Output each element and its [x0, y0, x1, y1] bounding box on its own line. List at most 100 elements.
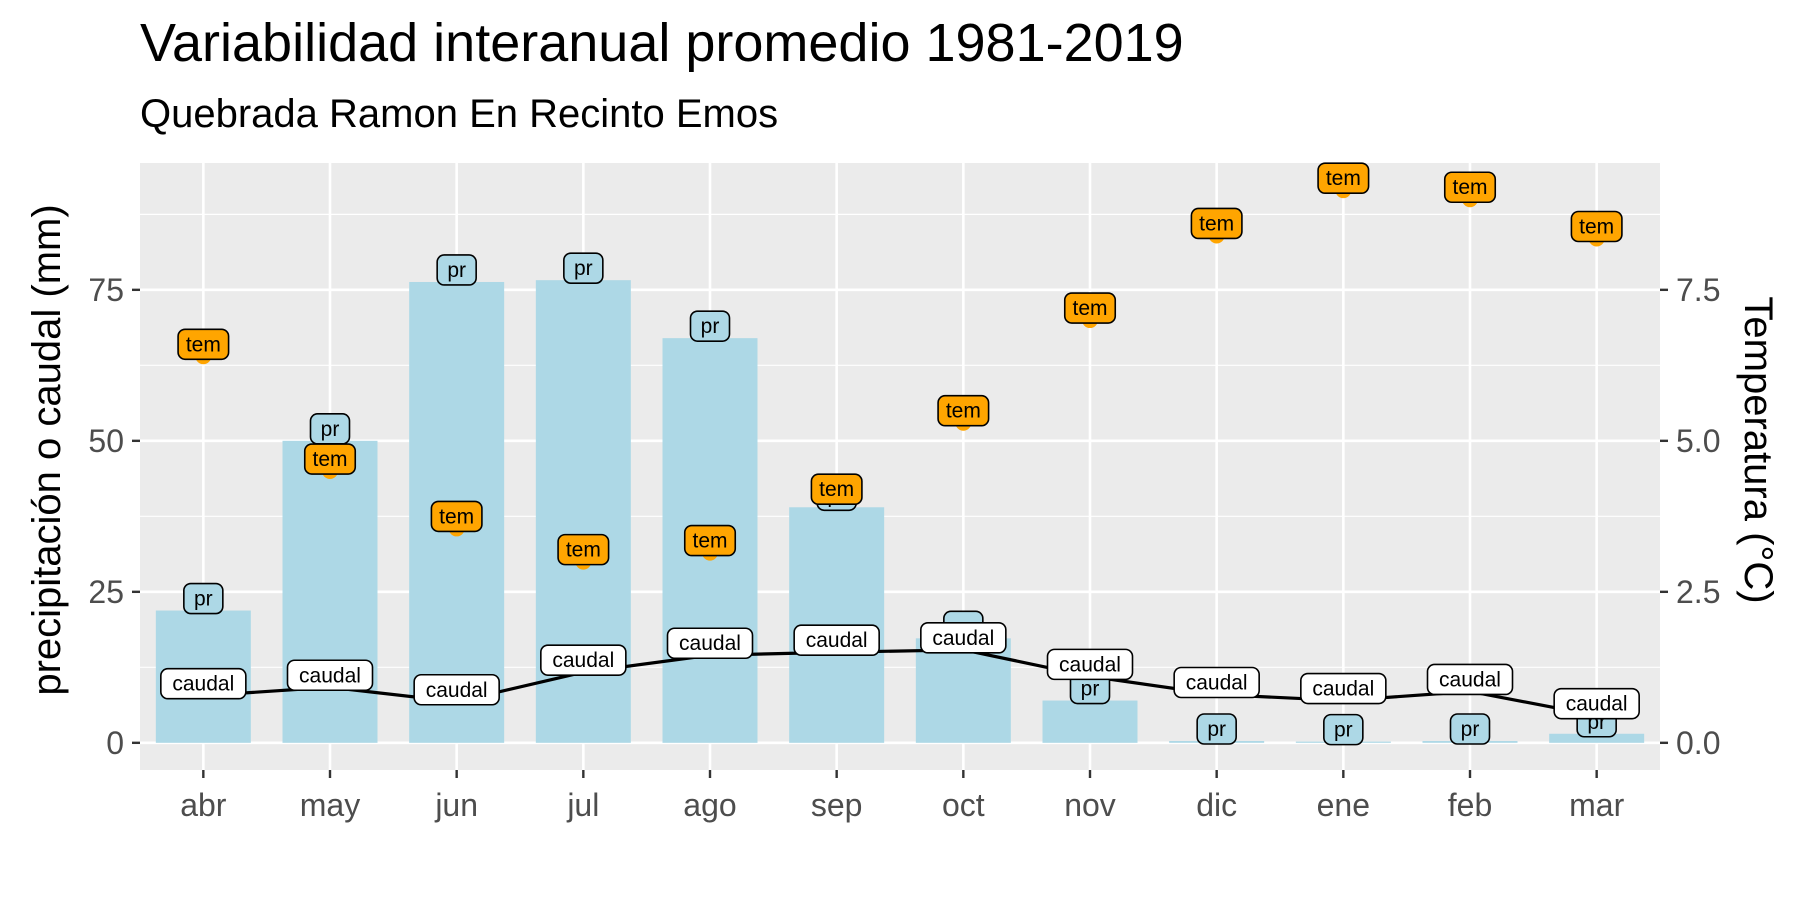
caudal-label-abr-box: [160, 667, 247, 700]
tem-label-oct-text: tem: [946, 400, 981, 423]
caudal-label-dic-text: caudal: [1186, 672, 1248, 695]
tem-label-mar-text: tem: [1579, 215, 1614, 238]
chart-title: Variabilidad interanual promedio 1981-20…: [140, 13, 1184, 73]
axes: 0 25 50 75 0.0 2.5 5.0 7.5 abr may jun jul ago sep oct…: [88, 272, 1720, 823]
tem-label-jun: tem: [430, 500, 483, 533]
tem-label-ene-text: tem: [1326, 167, 1361, 190]
tem-label-feb: tem: [1443, 171, 1497, 204]
pr-label-jul: pr: [563, 252, 604, 284]
caudal-label-nov: caudal: [1046, 648, 1134, 681]
caudal-label-feb: caudal: [1426, 663, 1514, 696]
caudal-label-abr: caudal: [160, 667, 247, 700]
tem-label-dic-text: tem: [1199, 212, 1234, 235]
caudal-label-feb-text: caudal: [1439, 668, 1501, 691]
y-right-tick-label: 2.5: [1676, 574, 1720, 610]
caudal-label-mar: caudal: [1553, 687, 1640, 720]
pr-label-feb-box: [1449, 713, 1491, 745]
pr-label-jun-box: [436, 254, 477, 286]
tem-label-dic: tem: [1190, 207, 1243, 240]
pr-label-ago: pr: [689, 310, 731, 342]
tem-label-oct-box: [937, 394, 990, 427]
tem-label-sep: tem: [810, 473, 863, 506]
caudal-label-dic: caudal: [1173, 666, 1260, 699]
pr-label-ago-box: [689, 310, 731, 342]
caudal-label-ago-text: caudal: [679, 632, 741, 655]
chart-subtitle: Quebrada Ramon En Recinto Emos: [140, 92, 779, 136]
pr-bar-oct: [915, 638, 1011, 743]
tem-label-dic-box: [1190, 207, 1243, 240]
caudal-label-ene-text: caudal: [1312, 678, 1374, 701]
caudal-label-jun-box: [413, 673, 500, 706]
x-tick-label-sep: sep: [811, 787, 863, 823]
caudal-label-jun: caudal: [413, 673, 500, 706]
pr-label-abr: pr: [183, 582, 224, 615]
x-tick-label-may: may: [300, 787, 360, 823]
caudal-label-ago: caudal: [666, 627, 754, 660]
caudal-label-sep: caudal: [793, 624, 880, 657]
tem-label-may-text: tem: [312, 448, 347, 471]
y-right-tick-label: 0.0: [1676, 725, 1720, 761]
caudal-label-jul-text: caudal: [552, 649, 614, 672]
tem-label-ago-text: tem: [692, 530, 727, 553]
y-left-tick-label: 50: [88, 423, 124, 459]
caudal-label-nov-text: caudal: [1059, 653, 1121, 676]
tem-label-nov-text: tem: [1072, 297, 1107, 320]
pr-label-ene-text: pr: [1334, 719, 1353, 742]
y-left-tick-label: 75: [88, 272, 124, 308]
tem-label-may-box: [303, 443, 357, 475]
tem-label-mar-box: [1570, 210, 1623, 243]
pr-label-ago-text: pr: [701, 315, 720, 338]
caudal-label-mar-text: caudal: [1566, 693, 1628, 716]
tem-label-abr-box: [177, 328, 230, 361]
x-tick-label-jul: jul: [566, 787, 599, 823]
caudal-label-feb-box: [1426, 663, 1514, 696]
tem-label-jul-box: [557, 533, 610, 566]
caudal-label-jun-text: caudal: [426, 679, 488, 702]
pr-label-abr-box: [183, 582, 224, 615]
caudal-label-oct-text: caudal: [932, 627, 994, 650]
tem-label-ago: tem: [683, 524, 737, 557]
y-axis-right-title: Temperatura (°C): [1736, 296, 1780, 603]
caudal-label-ago-box: [666, 627, 754, 660]
y-axis-left-title: precipitación o caudal (mm): [25, 204, 69, 695]
caudal-label-sep-text: caudal: [806, 629, 868, 652]
x-tick-label-jun: jun: [434, 787, 478, 823]
tem-label-jul: tem: [557, 533, 610, 566]
pr-label-jun-text: pr: [447, 259, 466, 282]
x-tick-label-oct: oct: [942, 787, 985, 823]
caudal-label-may-text: caudal: [299, 664, 361, 687]
plot-panel: [140, 163, 1660, 770]
x-tick-label-ene: ene: [1317, 787, 1370, 823]
series-labels: prprprprprprprprprprprprtemtemtemtemtemt…: [160, 162, 1640, 746]
y-right-tick-label: 7.5: [1676, 272, 1720, 308]
pr-label-jun: pr: [436, 254, 477, 286]
pr-label-may: pr: [309, 413, 351, 445]
pr-label-nov: pr: [1069, 672, 1111, 705]
caudal-label-ene: caudal: [1300, 672, 1387, 705]
caudal-label-sep-box: [793, 624, 880, 657]
tem-label-nov: tem: [1063, 292, 1117, 324]
tem-label-jul-text: tem: [566, 539, 601, 562]
x-tick-label-dic: dic: [1196, 787, 1237, 823]
tem-label-ene: tem: [1317, 162, 1370, 194]
caudal-label-may-box: [286, 659, 374, 692]
tem-label-jun-text: tem: [439, 505, 474, 528]
caudal-label-abr-text: caudal: [172, 673, 234, 696]
tem-label-may: tem: [303, 443, 357, 475]
tem-label-abr-text: tem: [186, 333, 221, 356]
caudal-label-oct: caudal: [920, 622, 1007, 654]
pr-label-ene: pr: [1323, 713, 1364, 746]
x-tick-label-feb: feb: [1448, 787, 1492, 823]
pr-bar-mar: [1549, 733, 1645, 743]
tem-label-ene-box: [1317, 162, 1370, 194]
caudal-label-jul: caudal: [540, 644, 627, 676]
pr-label-dic-text: pr: [1207, 718, 1226, 741]
tem-label-nov-box: [1063, 292, 1117, 324]
tem-label-jun-box: [430, 500, 483, 533]
caudal-label-nov-box: [1046, 648, 1134, 681]
caudal-label-jul-box: [540, 644, 627, 676]
caudal-label-mar-box: [1553, 687, 1640, 720]
tem-label-sep-text: tem: [819, 478, 854, 501]
x-tick-label-abr: abr: [180, 787, 227, 823]
